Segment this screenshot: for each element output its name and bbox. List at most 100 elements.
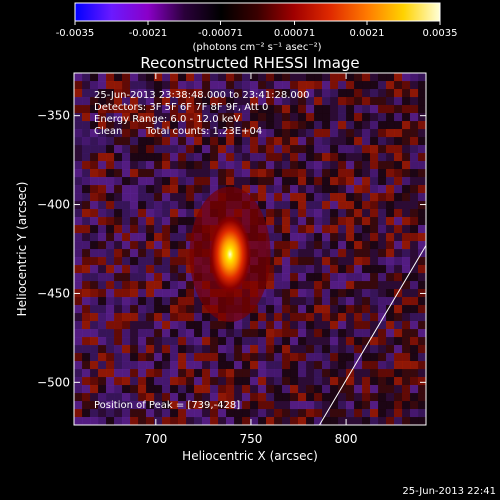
heatmap-cell [282, 305, 291, 314]
heatmap-cell [162, 241, 171, 250]
heatmap-cell [162, 265, 171, 274]
heatmap-cell [242, 177, 251, 186]
heatmap-cell [330, 225, 339, 234]
heatmap-cell [402, 401, 411, 410]
plot-area: 700 750 800 −350−400−450−500 [37, 72, 427, 446]
heatmap-cell [146, 313, 155, 322]
heatmap-cell [362, 361, 371, 370]
heatmap-cell [90, 249, 99, 258]
heatmap-cell [154, 89, 163, 98]
heatmap-cell [402, 353, 411, 362]
heatmap-cell [146, 385, 155, 394]
heatmap-cell [378, 121, 387, 130]
heatmap-cell [242, 313, 251, 322]
heatmap-cell [154, 393, 163, 402]
heatmap-cell [162, 105, 171, 114]
heatmap-cell [106, 273, 115, 282]
heatmap-cell [82, 185, 91, 194]
heatmap-cell [386, 177, 395, 186]
heatmap-cell [162, 97, 171, 106]
heatmap-cell [386, 97, 395, 106]
time-range-annotation: 25-Jun-2013 23:38:48.000 to 23:41:28.000 [94, 90, 310, 101]
heatmap-cell [178, 105, 187, 114]
heatmap-cell [226, 145, 235, 154]
heatmap-cell [154, 217, 163, 226]
heatmap-cell [186, 193, 195, 202]
heatmap-cell [130, 137, 139, 146]
heatmap-cell [170, 377, 179, 386]
heatmap-cell [290, 113, 299, 122]
heatmap-cell [170, 273, 179, 282]
heatmap-cell [274, 249, 283, 258]
heatmap-cell [314, 257, 323, 266]
heatmap-cell [354, 249, 363, 258]
heatmap-cell [306, 289, 315, 298]
heatmap-cell [130, 121, 139, 130]
heatmap-cell [378, 153, 387, 162]
heatmap-cell [274, 305, 283, 314]
heatmap-cell [282, 329, 291, 338]
heatmap-cell [362, 321, 371, 330]
heatmap-cell [242, 137, 251, 146]
heatmap-cell [362, 313, 371, 322]
heatmap-cell [306, 273, 315, 282]
heatmap-cell [274, 417, 283, 425]
heatmap-cell [218, 129, 227, 138]
heatmap-cell [130, 257, 139, 266]
heatmap-cell [218, 81, 227, 90]
heatmap-cell [178, 233, 187, 242]
heatmap-cell [154, 177, 163, 186]
heatmap-cell [114, 241, 123, 250]
heatmap-cell [290, 209, 299, 218]
heatmap-cell [346, 409, 355, 418]
heatmap-cell [186, 273, 195, 282]
heatmap-cell [330, 233, 339, 242]
heatmap-cell [370, 177, 379, 186]
heatmap-cell [346, 273, 355, 282]
heatmap-cell [362, 249, 371, 258]
heatmap-cell [130, 81, 139, 90]
heatmap-cell [266, 105, 275, 114]
heatmap-cell [74, 121, 83, 130]
heatmap-cell [386, 105, 395, 114]
heatmap-cell [82, 273, 91, 282]
heatmap-cell [306, 377, 315, 386]
heatmap-cell [162, 377, 171, 386]
heatmap-cell [74, 113, 83, 122]
heatmap-cell [338, 81, 347, 90]
heatmap-cell [146, 185, 155, 194]
heatmap-cell [122, 305, 131, 314]
heatmap-cell [114, 137, 123, 146]
heatmap-cell [138, 193, 147, 202]
heatmap-cell [274, 209, 283, 218]
heatmap-cell [378, 233, 387, 242]
heatmap-cell [130, 153, 139, 162]
heatmap-cell [146, 241, 155, 250]
heatmap-cell [234, 337, 243, 346]
heatmap-cell [210, 73, 219, 82]
heatmap-cell [274, 345, 283, 354]
heatmap-cell [418, 273, 426, 282]
heatmap-cell [186, 217, 195, 226]
heatmap-cell [234, 377, 243, 386]
heatmap-cell [154, 241, 163, 250]
heatmap-cell [418, 385, 426, 394]
heatmap-cell [306, 265, 315, 274]
heatmap-cell [74, 329, 83, 338]
heatmap-cell [154, 305, 163, 314]
heatmap-cell [138, 313, 147, 322]
heatmap-cell [114, 321, 123, 330]
heatmap-cell [74, 361, 83, 370]
heatmap-cell [106, 73, 115, 82]
heatmap-cell [98, 281, 107, 290]
heatmap-cell [410, 289, 419, 298]
heatmap-cell [90, 265, 99, 274]
heatmap-cell [410, 377, 419, 386]
heatmap-cell [218, 97, 227, 106]
heatmap-cell [186, 121, 195, 130]
heatmap-cell [266, 161, 275, 170]
heatmap-cell [346, 177, 355, 186]
heatmap-cell [354, 121, 363, 130]
heatmap-cell [362, 393, 371, 402]
heatmap-cell [170, 89, 179, 98]
